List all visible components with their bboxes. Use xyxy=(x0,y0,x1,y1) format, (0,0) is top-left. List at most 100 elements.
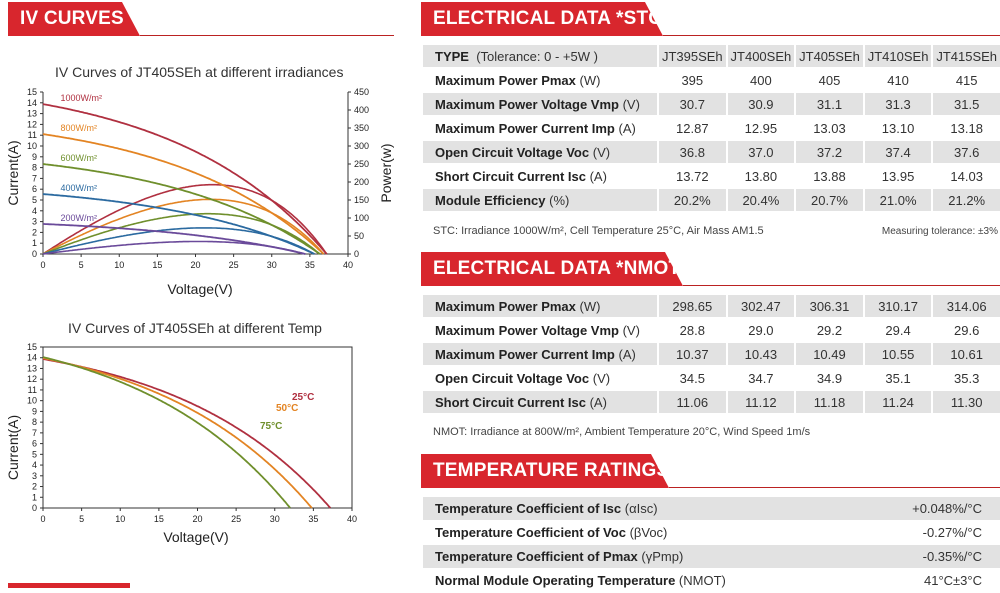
y-tick-label: 6 xyxy=(32,184,37,194)
y-tick-label: 9 xyxy=(32,406,37,416)
spec-value: 298.65 xyxy=(657,295,726,319)
banner-rule xyxy=(140,35,394,36)
spec-value: 405 xyxy=(794,69,863,93)
x-tick-label: 25 xyxy=(229,260,239,270)
spec-value: 13.95 xyxy=(862,165,932,189)
irradiance-iv-chart: 0123456789101112131415050100150200250300… xyxy=(5,87,394,297)
y-tick-label: 11 xyxy=(28,130,37,140)
y-tick-label: 14 xyxy=(27,98,37,108)
iv-curve xyxy=(42,133,325,255)
temp-label: Normal Module Operating Temperature (NMO… xyxy=(423,569,871,593)
spec-value: 34.7 xyxy=(725,367,795,391)
spec-value: 29.0 xyxy=(725,319,795,343)
spec-label: Maximum Power Voltage Vmp (V) xyxy=(423,319,657,343)
temp-row: Temperature Coefficient of Isc (αIsc) +0.… xyxy=(423,497,1000,521)
spec-row: Maximum Power Pmax (W) 395 400 405 410 415 xyxy=(423,69,1000,93)
y-tick-label: 10 xyxy=(27,141,37,151)
x-tick-label: 25 xyxy=(231,514,241,524)
spec-value: 410 xyxy=(862,69,932,93)
spec-row: Maximum Power Pmax (W) 298.65 302.47 306.31… xyxy=(423,295,1000,319)
series-label: 600W/m² xyxy=(61,153,98,163)
spec-label: Maximum Power Current Imp (A) xyxy=(423,343,657,367)
spec-value: 35.3 xyxy=(931,367,1000,391)
spec-label: Open Circuit Voltage Voc (V) xyxy=(423,141,657,165)
spec-value: 10.61 xyxy=(931,343,1000,367)
series-label: 800W/m² xyxy=(61,123,98,133)
spec-value: 13.03 xyxy=(794,117,863,141)
y2-tick-label: 200 xyxy=(354,177,369,187)
stc-note: STC: Irradiance 1000W/m², Cell Temperatu… xyxy=(433,225,764,237)
temp-banner: TEMPERATURE RATINGS xyxy=(421,454,1000,488)
iv-curve xyxy=(42,193,315,255)
spec-row: Short Circuit Current Isc (A) 13.72 13.80 1… xyxy=(423,165,1000,189)
spec-value: 13.10 xyxy=(862,117,932,141)
y-tick-label: 3 xyxy=(32,471,37,481)
banner-bar xyxy=(421,454,669,488)
spec-value: 12.87 xyxy=(657,117,726,141)
spec-label: Maximum Power Voltage Vmp (V) xyxy=(423,93,657,117)
banner-title: ELECTRICAL DATA *STC xyxy=(433,8,663,29)
y-tick-label: 15 xyxy=(27,342,37,352)
temp-label: Temperature Coefficient of Pmax (γPmp) xyxy=(423,545,871,569)
banner-rule xyxy=(669,487,1000,488)
spec-value: 10.55 xyxy=(862,343,932,367)
temp-label: Temperature Coefficient of Voc (βVoc) xyxy=(423,521,871,545)
y-tick-label: 1 xyxy=(32,492,37,502)
temperature-ratings-table: Temperature Coefficient of Isc (αIsc) +0.… xyxy=(423,497,1000,593)
banner-title: ELECTRICAL DATA *NMOT xyxy=(433,258,681,279)
y-tick-label: 12 xyxy=(27,374,37,384)
y-axis-label: Current(A) xyxy=(5,140,21,205)
spec-value: 34.5 xyxy=(657,367,726,391)
y2-tick-label: 450 xyxy=(354,87,369,97)
y2-tick-label: 0 xyxy=(354,249,359,259)
spec-label: Maximum Power Pmax (W) xyxy=(423,69,657,93)
spec-row: Maximum Power Current Imp (A) 10.37 10.43 1… xyxy=(423,343,1000,367)
y-tick-label: 4 xyxy=(32,206,37,216)
y2-tick-label: 350 xyxy=(354,123,369,133)
spec-value: 310.17 xyxy=(862,295,932,319)
y-tick-label: 14 xyxy=(27,353,37,363)
spec-value: 28.8 xyxy=(657,319,726,343)
spec-row: Module Efficiency (%) 20.2% 20.4% 20.7% 21.0… xyxy=(423,189,1000,213)
iv-curve xyxy=(42,358,332,509)
spec-row: Open Circuit Voltage Voc (V) 36.8 37.0 37.2… xyxy=(423,141,1000,165)
y-tick-label: 4 xyxy=(32,460,37,470)
spec-value: 302.47 xyxy=(725,295,795,319)
y2-tick-label: 400 xyxy=(354,105,369,115)
spec-value: 36.8 xyxy=(657,141,726,165)
x-tick-label: 35 xyxy=(305,260,315,270)
y-tick-label: 13 xyxy=(27,363,37,373)
spec-value: 400 xyxy=(725,69,795,93)
spec-value: 395 xyxy=(657,69,726,93)
banner-bar xyxy=(8,2,140,36)
model-name: JT400SEh xyxy=(725,45,795,69)
spec-row: Short Circuit Current Isc (A) 11.06 11.12 1… xyxy=(423,391,1000,415)
spec-value: 37.2 xyxy=(794,141,863,165)
power-curve xyxy=(42,240,306,255)
spec-row: Maximum Power Current Imp (A) 12.87 12.95 1… xyxy=(423,117,1000,141)
temp-value: -0.35%/°C xyxy=(870,545,1000,569)
iv-curve xyxy=(42,356,291,509)
temp-value: +0.048%/°C xyxy=(870,497,1000,521)
y2-tick-label: 100 xyxy=(354,213,369,223)
x-tick-label: 20 xyxy=(192,514,202,524)
spec-value: 31.1 xyxy=(794,93,863,117)
y-tick-label: 2 xyxy=(32,227,37,237)
model-name: JT415SEh xyxy=(931,45,1000,69)
spec-label: Maximum Power Pmax (W) xyxy=(423,295,657,319)
next-section-banner-stub xyxy=(8,583,130,588)
spec-value: 13.88 xyxy=(794,165,863,189)
x-tick-label: 20 xyxy=(190,260,200,270)
spec-label: Module Efficiency (%) xyxy=(423,189,657,213)
x-tick-label: 15 xyxy=(152,260,162,270)
x-tick-label: 10 xyxy=(114,260,124,270)
banner-title: TEMPERATURE RATINGS xyxy=(433,460,670,481)
spec-value: 20.7% xyxy=(794,189,863,213)
temp-value: 41°C±3°C xyxy=(870,569,1000,593)
stc-banner: ELECTRICAL DATA *STC xyxy=(421,2,1000,36)
y-tick-label: 8 xyxy=(32,417,37,427)
temp-label: Temperature Coefficient of Isc (αIsc) xyxy=(423,497,871,521)
x-tick-label: 30 xyxy=(267,260,277,270)
spec-value: 20.4% xyxy=(725,189,795,213)
y2-axis-label: Power(w) xyxy=(378,143,394,202)
